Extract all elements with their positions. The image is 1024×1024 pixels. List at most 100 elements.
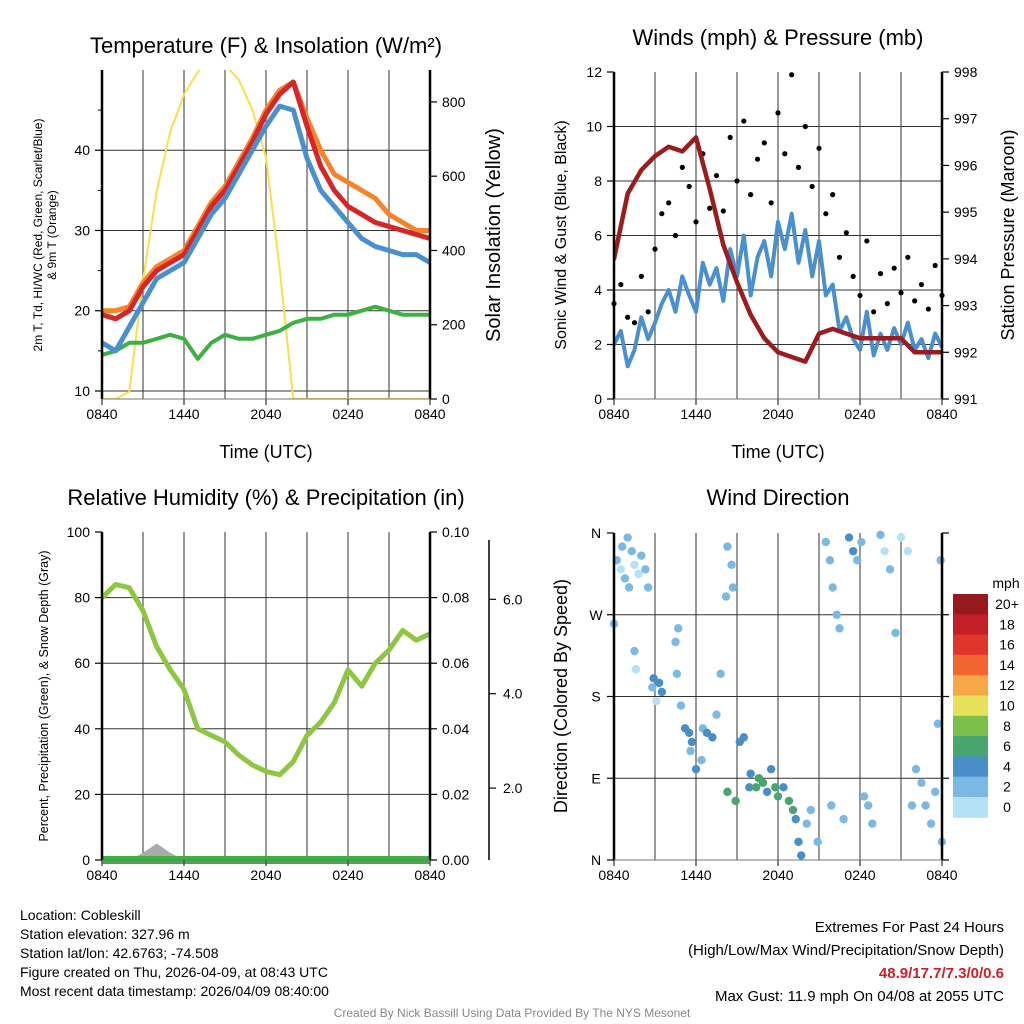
y-right-tick-label: 998: [954, 64, 978, 80]
gust-point: [932, 262, 938, 269]
x-tick-label: 1440: [680, 867, 711, 883]
wind-direction-point: [773, 792, 783, 801]
series-line-2m-t: [102, 79, 430, 322]
y-right-axis-label: Station Pressure (Maroon): [998, 129, 1018, 340]
wind-direction-point: [686, 746, 695, 756]
gust-point: [618, 281, 624, 288]
gust-point: [830, 192, 836, 198]
direction-tick-label: S: [591, 689, 600, 705]
y-right-tick-label: 400: [442, 242, 466, 258]
gust-point: [925, 306, 931, 312]
wind-direction-point: [721, 592, 731, 601]
x-tick-label: 0240: [332, 867, 363, 883]
wind-direction-point: [930, 787, 940, 797]
gust-point: [768, 200, 774, 206]
y-tick-label: 0: [594, 391, 602, 407]
y-tick-label: 60: [74, 655, 90, 671]
y-right-tick-label: 996: [954, 157, 978, 173]
station-info: Location: Cobleskill Station elevation: …: [20, 906, 329, 1001]
wind-direction-point: [911, 764, 921, 774]
y-tick-label: 6: [594, 228, 602, 244]
gust-point: [857, 292, 863, 299]
legend-swatch: [953, 675, 988, 696]
wind-direction-point: [652, 696, 661, 706]
panel-title: Relative Humidity (%) & Precipitation (i…: [67, 485, 464, 510]
legend-label: 20+: [995, 596, 1019, 612]
wind-direction-point: [671, 637, 680, 647]
wind-direction-point: [758, 778, 768, 787]
legend-swatch: [953, 614, 988, 636]
wind-direction-point: [657, 687, 667, 697]
wind-direction-point: [641, 565, 650, 574]
x-tick-label: 0840: [598, 867, 629, 883]
wind-direction-point: [839, 814, 848, 824]
gust-point: [850, 273, 856, 279]
legend-label: 12: [999, 677, 1015, 693]
gust-point: [638, 273, 644, 279]
wind-direction-point: [687, 737, 697, 747]
y-tick-label: 8: [594, 173, 602, 189]
gust-point: [823, 211, 829, 217]
legend-label: 18: [999, 616, 1015, 632]
wind-direction-point: [868, 819, 877, 828]
y-right-tick-label: 0.00: [442, 852, 469, 868]
direction-tick-label: W: [589, 607, 603, 623]
gust-point: [782, 151, 788, 157]
y-axis-label: Percent, Precipitation (Green), & Snow D…: [37, 550, 51, 841]
y-right-tick-label: 993: [954, 298, 978, 314]
wind-direction-point: [859, 792, 869, 801]
wind-direction-point: [857, 537, 866, 547]
wind-direction-point: [853, 556, 862, 565]
wind-direction-point: [936, 556, 945, 565]
x-tick-label: 0840: [414, 867, 445, 883]
gust-point: [672, 232, 679, 239]
series-line-td: [102, 304, 430, 361]
wind-direction-point: [903, 546, 913, 556]
legend-swatch: [953, 756, 988, 778]
wind-direction-point: [716, 669, 725, 678]
wind-direction-point: [723, 787, 732, 797]
gust-point: [734, 178, 740, 184]
legend-label: 10: [999, 698, 1015, 714]
extremes-title: Extremes For Past 24 Hours: [814, 919, 1004, 936]
gust-point: [686, 183, 692, 190]
y-right-tick-label: 0.06: [442, 655, 469, 671]
y-tick-label: 20: [74, 786, 90, 802]
location-text: Location: Cobleskill: [20, 907, 141, 923]
legend-label: 16: [999, 637, 1015, 653]
gust-point: [631, 320, 638, 326]
wind-direction-point: [631, 665, 641, 674]
panel-4-grid: [614, 533, 942, 860]
y-tick-label: 0: [82, 852, 90, 868]
x-tick-label: 2040: [250, 406, 281, 422]
y-tick-label: 20: [74, 303, 90, 319]
wind-direction-point: [643, 583, 653, 592]
gust-point: [809, 183, 815, 190]
wind-direction-point: [848, 546, 858, 556]
wind-direction-point: [672, 669, 682, 678]
x-axis-label: Time (UTC): [731, 442, 824, 462]
wind-direction-point: [728, 583, 738, 592]
x-tick-label: 1440: [168, 867, 199, 883]
y-right-tick-label: 0.08: [442, 590, 469, 606]
y-axis-label: Sonic Wind & Gust (Blue, Black): [553, 120, 570, 349]
snow-depth-tick-label: 6.0: [503, 591, 523, 607]
wind-direction-point: [618, 542, 627, 551]
wind-direction-point: [832, 610, 841, 619]
x-tick-label: 0840: [86, 406, 117, 422]
legend-swatch: [953, 695, 988, 717]
wind-direction-point: [691, 764, 701, 774]
wind-direction-point: [784, 796, 794, 806]
wind-direction-point: [797, 851, 806, 860]
wind-direction-point: [917, 778, 926, 787]
gust-point: [754, 156, 761, 162]
snow-depth-tick-label: 2.0: [503, 780, 523, 796]
gust-point: [720, 208, 726, 214]
y-right-tick-label: 991: [954, 391, 978, 407]
x-tick-label: 0840: [926, 406, 957, 422]
gust-point: [891, 265, 897, 271]
wind-direction-point: [766, 764, 776, 774]
gust-point: [789, 72, 795, 78]
elevation-text: Station elevation: 327.96 m: [20, 926, 190, 942]
series-line-hi-wc: [102, 103, 430, 354]
